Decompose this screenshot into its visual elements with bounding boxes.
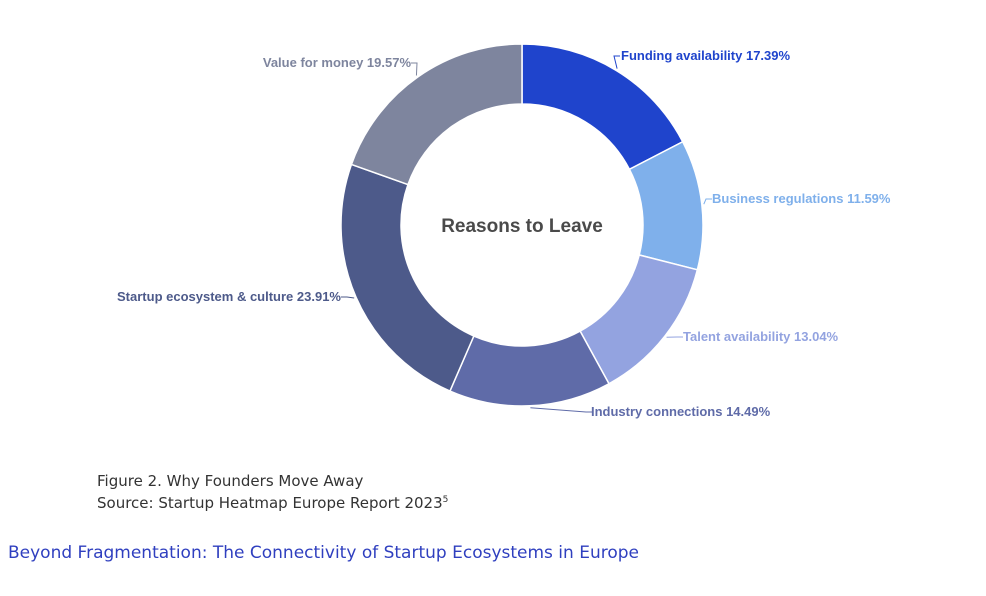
source-footnote-marker: 5 [442, 495, 449, 505]
slice-label: Funding availability 17.39% [621, 48, 790, 63]
slice-label: Business regulations 11.59% [712, 191, 891, 206]
donut-chart: Funding availability 17.39% Business regu… [117, 43, 891, 419]
slice-industry-connections [448, 330, 610, 407]
slice-label: Industry connections 14.49% [591, 404, 771, 419]
slice-value-for-money [350, 43, 523, 186]
donut-slices [340, 43, 704, 407]
slice-label: Talent availability 13.04% [683, 329, 839, 344]
slice-label: Value for money 19.57% [263, 55, 412, 70]
leader-line [703, 198, 712, 205]
slice-label: Startup ecosystem & culture 23.91% [117, 289, 341, 304]
leader-line [530, 407, 592, 413]
report-title: Beyond Fragmentation: The Connectivity o… [8, 543, 639, 563]
leader-line [341, 296, 355, 299]
leader-lines [341, 55, 712, 413]
leader-line [613, 55, 620, 69]
source-caption: Source: Startup Heatmap Europe Report 20… [97, 494, 448, 512]
figure-caption: Figure 2. Why Founders Move Away [97, 472, 364, 490]
chart-center-title: Reasons to Leave [441, 216, 603, 237]
slice-labels: Funding availability 17.39% Business regu… [117, 48, 891, 419]
slice-startup-ecosystem-culture [340, 163, 475, 393]
source-text: Source: Startup Heatmap Europe Report 20… [97, 494, 443, 512]
leader-line [411, 62, 418, 76]
